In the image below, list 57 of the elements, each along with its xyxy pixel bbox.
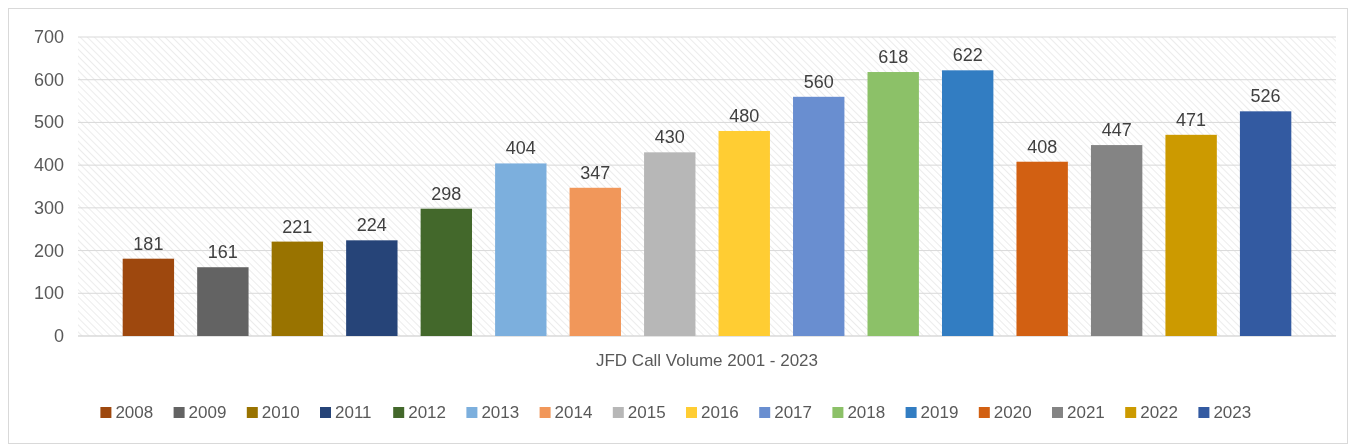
data-label: 224	[356, 215, 387, 236]
legend-label: 2020	[993, 403, 1032, 422]
bar	[644, 152, 696, 336]
data-label: 471	[1176, 109, 1207, 130]
bar	[718, 130, 770, 336]
y-tick-label: 500	[33, 112, 64, 133]
legend-label: 2008	[115, 403, 154, 422]
y-tick-label: 300	[33, 197, 64, 218]
bar	[1090, 145, 1143, 336]
legend-label: 2011	[335, 403, 372, 422]
bar	[1016, 161, 1068, 336]
bar	[197, 267, 249, 336]
bar	[271, 241, 324, 336]
legend-label: 2015	[627, 403, 666, 422]
data-label: 560	[803, 71, 834, 92]
data-label: 618	[878, 47, 909, 68]
y-tick-label: 600	[33, 69, 64, 90]
bar	[941, 70, 994, 336]
data-label: 622	[952, 45, 983, 66]
legend-label: 2010	[261, 403, 300, 422]
bar	[346, 240, 398, 336]
x-tick-label: JFD Call Volume 2001 - 2023	[595, 351, 819, 370]
data-label: 347	[580, 162, 611, 183]
legend-label: 2023	[1213, 403, 1252, 422]
legend-label: 2013	[481, 403, 520, 422]
legend-label: 2021	[1067, 403, 1105, 422]
data-label: 404	[505, 138, 536, 159]
bar	[122, 258, 175, 336]
y-tick-label: 200	[33, 240, 64, 261]
data-label: 430	[654, 127, 685, 148]
legend-label: 2009	[188, 403, 227, 422]
legend-label: 2012	[408, 403, 447, 422]
bar	[1165, 134, 1217, 336]
bar	[793, 96, 845, 336]
data-label: 298	[431, 183, 462, 204]
legend-label: 2014	[554, 403, 593, 422]
y-tick-label: 700	[33, 27, 64, 47]
legend-label: 2022	[1140, 403, 1179, 422]
legend-label: 2016	[701, 403, 739, 422]
bar	[1239, 111, 1292, 336]
bar	[569, 187, 621, 336]
bar	[495, 163, 547, 336]
y-tick-label: 0	[53, 326, 64, 346]
legend-label: 2018	[847, 403, 886, 422]
bar	[420, 208, 473, 336]
legend-label: 2019	[920, 403, 959, 422]
data-label: 408	[1027, 136, 1058, 157]
data-label: 221	[282, 216, 313, 237]
y-tick-label: 400	[33, 155, 64, 176]
y-tick-label: 100	[33, 283, 64, 304]
data-label: 480	[729, 105, 760, 126]
data-label: 526	[1250, 86, 1281, 107]
bar	[867, 72, 919, 336]
data-label: 447	[1101, 120, 1132, 141]
legend-label: 2017	[774, 403, 813, 422]
data-label: 181	[133, 233, 164, 254]
data-label: 161	[207, 242, 238, 263]
